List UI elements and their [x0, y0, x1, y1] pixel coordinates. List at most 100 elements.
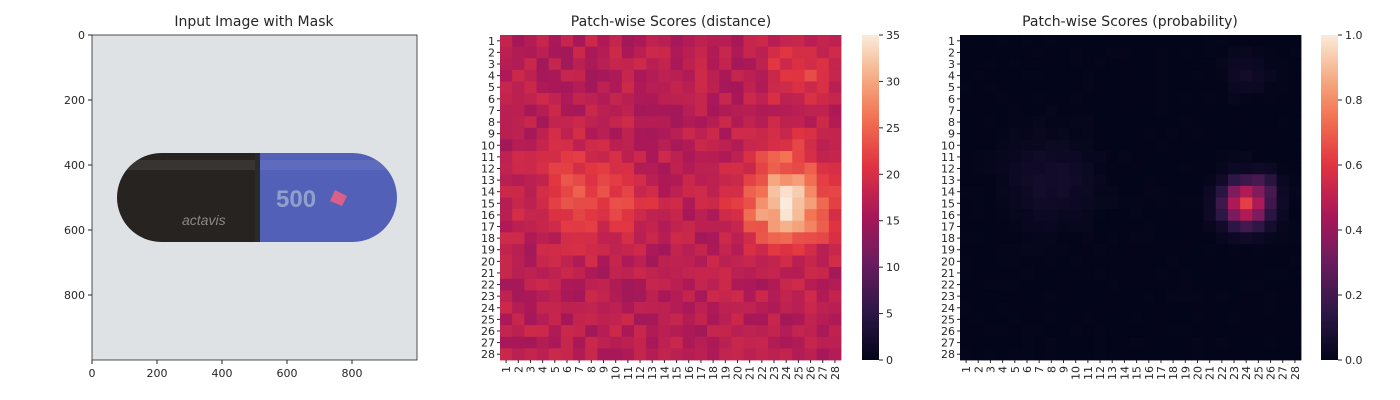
heatmap-cell: [536, 151, 550, 164]
heatmap-cell: [1033, 35, 1046, 48]
heatmap-cell: [621, 290, 635, 303]
heatmap-cell: [707, 46, 720, 59]
heatmap-cell: [1240, 232, 1253, 245]
heatmap-cell: [658, 336, 671, 349]
heatmap-cell: [597, 197, 611, 210]
col-tick-label: 24: [780, 366, 793, 380]
heatmap-cell: [1154, 93, 1168, 106]
heatmap-cell: [984, 267, 997, 280]
col-tick-label: 23: [1228, 366, 1241, 380]
heatmap-cell: [1020, 46, 1034, 59]
heatmap-cell: [780, 46, 793, 59]
heatmap-cell: [524, 58, 537, 71]
heatmap-cell: [1276, 278, 1290, 291]
heatmap-cell: [536, 243, 550, 256]
heatmap-cell: [1130, 243, 1144, 256]
heatmap-cell: [1288, 220, 1302, 233]
heatmap-cell: [828, 93, 842, 106]
heatmap-cell: [500, 46, 513, 59]
heatmap-cell: [524, 104, 537, 117]
heatmap-cell: [804, 127, 818, 140]
heatmap-cell: [1167, 139, 1180, 152]
heatmap-cell: [1045, 232, 1058, 245]
heatmap-cell: [548, 267, 562, 280]
heatmap-cell: [755, 209, 769, 222]
heatmap-cell: [1240, 104, 1253, 117]
heatmap-cell: [1215, 162, 1229, 175]
heatmap-cell: [1045, 209, 1058, 222]
heatmap-cell: [1008, 325, 1022, 338]
heatmap-cell: [1264, 69, 1278, 82]
heatmap-cell: [1020, 185, 1034, 198]
heatmap-cell: [536, 197, 550, 210]
heatmap-cell: [1252, 151, 1265, 164]
heatmap-cell: [512, 162, 525, 175]
heatmap-cell: [804, 278, 818, 291]
heatmap-cell: [743, 162, 757, 175]
heatmap-cell: [1215, 220, 1229, 233]
heatmap-cell: [548, 46, 562, 59]
heatmap-cell: [1154, 35, 1168, 48]
heatmap-cell: [1191, 127, 1204, 140]
col-tick-label: 9: [1058, 366, 1071, 373]
heatmap-cell: [972, 139, 985, 152]
heatmap-cell: [1130, 139, 1144, 152]
heatmap-cell: [828, 139, 842, 152]
heatmap-cell: [524, 267, 537, 280]
heatmap-cell: [1203, 139, 1217, 152]
heatmap-cell: [597, 325, 611, 338]
heatmap-cell: [1191, 325, 1204, 338]
heatmap-cell: [646, 301, 659, 314]
heatmap-cell: [646, 162, 659, 175]
heatmap-cell: [743, 220, 757, 233]
heatmap-cell: [719, 151, 732, 164]
heatmap-cell: [1264, 151, 1278, 164]
heatmap-cell: [670, 174, 684, 187]
heatmap-cell: [560, 104, 574, 117]
heatmap-cell: [585, 290, 598, 303]
heatmap-cell: [1191, 278, 1204, 291]
heatmap-cell: [960, 116, 973, 129]
heatmap-cell: [828, 174, 842, 187]
heatmap-cell: [1240, 220, 1253, 233]
heatmap-cell: [512, 35, 525, 48]
heatmap-cell: [1093, 278, 1107, 291]
heatmap-cell: [597, 116, 611, 129]
heatmap-cell: [767, 69, 781, 82]
heatmap-cell: [1215, 313, 1229, 326]
col-tick-label: 12: [1094, 366, 1107, 380]
heatmap-cell: [1227, 290, 1241, 303]
heatmap-cell: [646, 127, 659, 140]
heatmap-cell: [633, 290, 647, 303]
heatmap-cell: [780, 69, 793, 82]
heatmap-cell: [743, 290, 757, 303]
heatmap-cell: [1069, 348, 1083, 361]
heatmap-cell: [1008, 220, 1022, 233]
heatmap-cell: [1154, 151, 1168, 164]
heatmap-cell: [960, 232, 973, 245]
heatmap-cell: [524, 151, 537, 164]
heatmap-cell: [573, 104, 586, 117]
heatmap-cell: [1179, 336, 1192, 349]
heatmap-cell: [719, 301, 732, 314]
col-tick-label: 25: [792, 366, 805, 380]
heatmap-cell: [560, 197, 574, 210]
heatmap-cell: [1008, 69, 1022, 82]
heatmap-cell: [1033, 209, 1046, 222]
heatmap-cell: [1264, 209, 1278, 222]
heatmap-cell: [780, 185, 793, 198]
heatmap-cell: [960, 325, 973, 338]
heatmap-cell: [1154, 127, 1168, 140]
heatmap-cell: [816, 197, 830, 210]
col-tick-label: 5: [549, 366, 562, 373]
heatmap-cell: [731, 93, 744, 106]
heatmap-cell: [1215, 209, 1229, 222]
col-tick-label: 6: [561, 366, 574, 373]
heatmap-cell: [560, 69, 574, 82]
heatmap-cell: [1081, 104, 1095, 117]
heatmap-cell: [755, 267, 769, 280]
heatmap-cell: [1057, 290, 1071, 303]
heatmap-cell: [1033, 81, 1046, 94]
heatmap-cell: [1167, 255, 1180, 268]
heatmap-cell: [1215, 185, 1229, 198]
